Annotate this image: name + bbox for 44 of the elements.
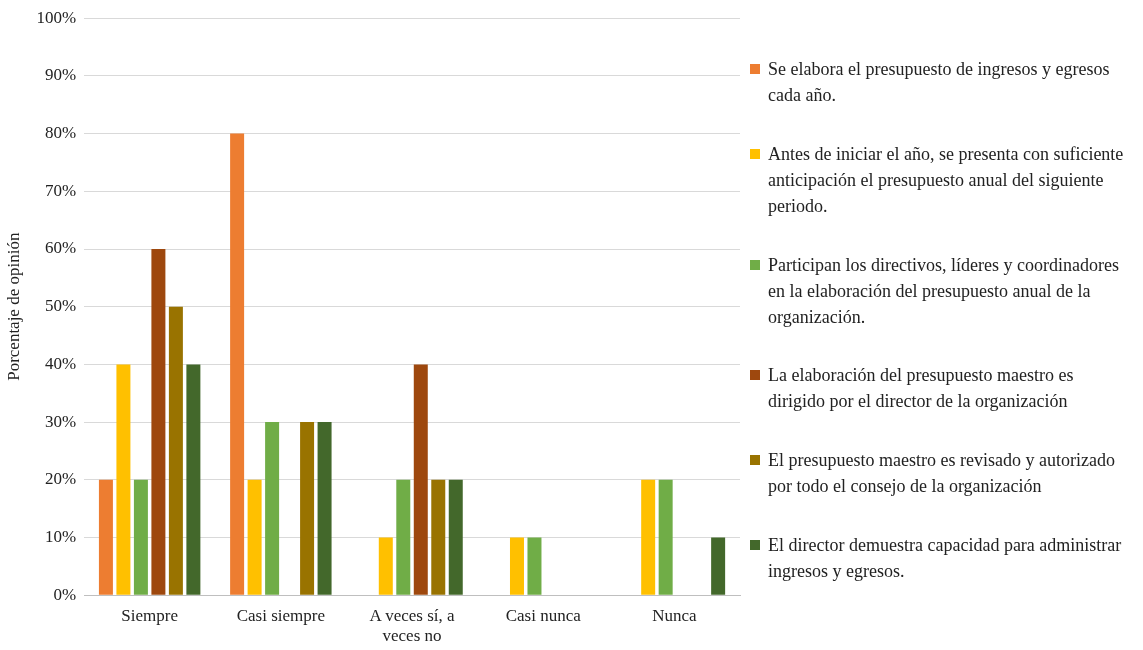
- bar: [247, 479, 262, 595]
- bar: [98, 479, 113, 595]
- x-tick-label: A veces sí, a veces no: [369, 605, 455, 646]
- bar: [413, 364, 428, 595]
- y-tick-label: 20%: [44, 469, 77, 489]
- bar: [133, 479, 148, 595]
- legend-label: Antes de iniciar el año, se presenta con suficiente anticipación el presupuesto anual del siguiente periodo.: [768, 143, 1125, 218]
- bar: [431, 479, 446, 595]
- bar: [116, 364, 131, 595]
- x-tick-label: Siempre: [121, 605, 178, 625]
- y-tick-label: 90%: [44, 65, 77, 85]
- bar: [300, 422, 315, 595]
- y-tick-label: 70%: [44, 180, 77, 200]
- x-tick-label: Casi nunca: [505, 605, 582, 625]
- bar: [168, 306, 183, 595]
- y-axis-title: Porcentaje de opinión: [3, 232, 23, 381]
- bar: [641, 479, 656, 595]
- legend-label: El director demuestra capacidad para administrar ingresos y egresos.: [768, 533, 1123, 583]
- y-tick-label: 10%: [44, 526, 77, 546]
- legend-label: El presupuesto maestro es revisado y autorizado por todo el consejo de la organización: [768, 448, 1116, 498]
- bar: [230, 133, 245, 595]
- bar: [711, 537, 726, 595]
- bar: [527, 537, 542, 595]
- bar: [658, 479, 673, 595]
- x-tick-label: Casi siempre: [236, 605, 325, 625]
- x-tick-label: Nunca: [652, 605, 698, 625]
- bar: [378, 537, 393, 595]
- bar: [509, 537, 524, 595]
- y-tick-label: 60%: [44, 238, 77, 258]
- bar: [186, 364, 201, 595]
- y-tick-label: 0%: [53, 584, 77, 604]
- y-tick-label: 100%: [36, 7, 77, 27]
- bar: [151, 249, 166, 595]
- legend-label: Se elabora el presupuesto de ingresos y egresos cada año.: [768, 58, 1111, 108]
- y-tick-label: 30%: [44, 411, 77, 431]
- legend-label: Participan los directivos, líderes y coordinadores en la elaboración del presupuesto anual de la organización.: [768, 253, 1120, 329]
- bar: [317, 422, 332, 595]
- bar: [448, 479, 463, 595]
- bar: [396, 479, 411, 595]
- bar: [265, 422, 280, 595]
- y-tick-label: 80%: [44, 123, 77, 143]
- y-tick-label: 40%: [44, 353, 77, 373]
- y-tick-label: 50%: [44, 296, 77, 316]
- legend-label: La elaboración del presupuesto maestro es dirigido por el director de la organización: [768, 364, 1075, 414]
